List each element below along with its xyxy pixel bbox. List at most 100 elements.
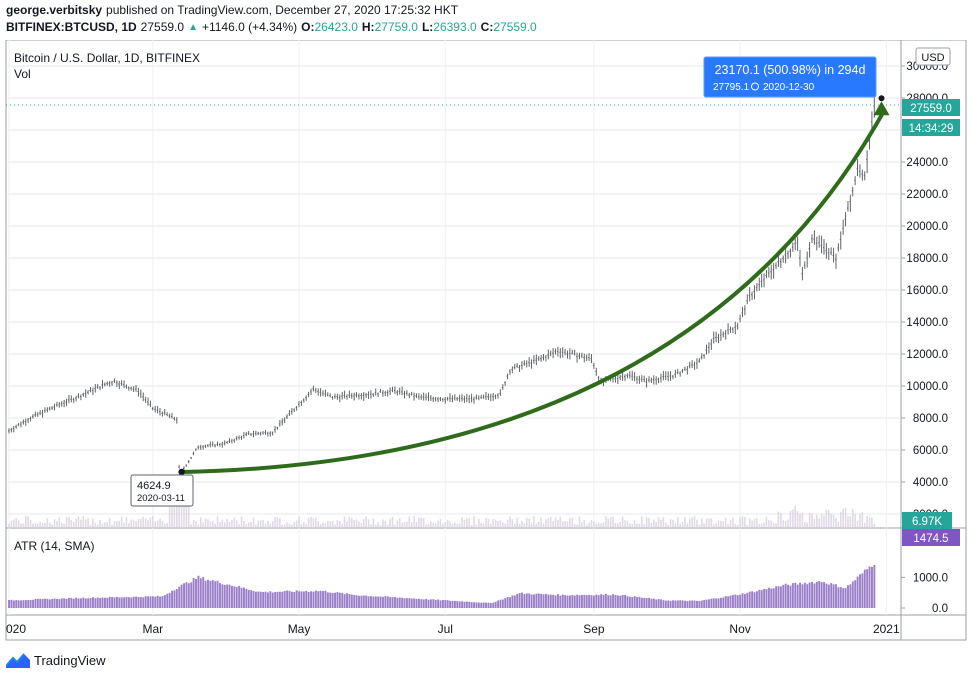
atr-bar [825, 583, 828, 608]
volume-bar [746, 524, 749, 528]
volume-bar [106, 521, 109, 528]
volume-bar [763, 522, 765, 528]
atr-bar [823, 582, 825, 608]
volume-bar [63, 523, 65, 528]
volume-bar [118, 520, 121, 528]
atr-bar [839, 587, 842, 608]
volume-bar [559, 516, 562, 528]
price-chart[interactable]: 30000.028000.026000.024000.022000.020000… [0, 40, 973, 645]
atr-bar [310, 591, 313, 608]
atr-bar [621, 594, 624, 608]
volume-bar [391, 517, 394, 528]
volume-bar [185, 502, 188, 528]
atr-bar [451, 600, 454, 608]
volume-bar [780, 513, 782, 528]
volume-bar [576, 524, 578, 528]
volume-bar [70, 520, 73, 528]
volume-bar [120, 516, 123, 528]
atr-bar [24, 600, 27, 608]
atr-bar [283, 590, 286, 608]
time-axis: 020MarMayJulSepNov2021Mar [6, 622, 900, 636]
volume-bar [815, 514, 818, 528]
author-name[interactable]: george.verbitsky [6, 3, 103, 17]
atr-bar [861, 573, 864, 608]
volume-bar [504, 523, 506, 528]
volume-bar [348, 517, 351, 528]
volume-bar [315, 517, 317, 528]
atr-bar [252, 591, 255, 608]
volume-bar [871, 517, 873, 528]
atr-bar [856, 576, 859, 608]
volume-bar [187, 502, 190, 528]
atr-bar [504, 598, 507, 608]
atr-bar [564, 595, 567, 608]
atr-bar [820, 582, 823, 608]
atr-bar [818, 581, 821, 608]
volume-bar [27, 516, 29, 528]
volume-bar [403, 522, 406, 528]
volume-bar [511, 519, 514, 528]
volume-bar [226, 518, 228, 528]
atr-bar [137, 596, 140, 608]
volume-bar [166, 523, 169, 528]
volume-bar [804, 521, 806, 528]
volume-bar [197, 524, 200, 528]
volume-bar [700, 518, 703, 528]
atr-bar [729, 595, 732, 608]
volume-bar [29, 520, 32, 528]
volume-bar [434, 523, 437, 528]
atr-bar [480, 602, 483, 608]
volume-bar [641, 516, 643, 528]
volume-bar [703, 523, 705, 528]
atr-bar [557, 594, 559, 608]
atr-bar [434, 599, 437, 608]
volume-bar [125, 517, 128, 528]
price-tick-label: 22000.0 [906, 189, 948, 201]
atr-bar [151, 596, 154, 608]
atr-bar [602, 594, 605, 608]
currency-box[interactable] [915, 47, 951, 66]
start-point-label[interactable]: 4624.9 2020-03-11 [130, 474, 194, 507]
volume-bar [199, 517, 202, 528]
atr-bar [712, 598, 715, 608]
tradingview-brand[interactable]: TradingView [6, 652, 106, 668]
atr-bar [573, 595, 576, 608]
atr-bar [789, 585, 792, 608]
clock-icon [751, 82, 759, 91]
volume-bar [159, 518, 161, 528]
open-label: O: [301, 20, 315, 34]
atr-bar [139, 597, 142, 608]
volume-bar [32, 523, 34, 528]
range-measure-box[interactable]: 23170.1 (500.98%) in 294d 27795.1 2020-1… [703, 56, 877, 98]
volume-bar [501, 522, 504, 528]
end-point-marker [878, 95, 885, 102]
price-change: +1146.0 (+4.34%) [201, 20, 298, 34]
volume-bar [506, 519, 509, 528]
volume-bar [84, 519, 87, 528]
atr-bar [319, 590, 322, 608]
atr-bar [777, 586, 780, 608]
volume-bar [75, 518, 77, 528]
atr-bar [808, 582, 811, 608]
volume-bar [667, 524, 669, 528]
range-measure-date: 2020-12-30 [763, 82, 815, 93]
atr-bar [696, 600, 698, 608]
volume-bar [657, 517, 660, 528]
volume-bar [41, 522, 44, 528]
chart-frame [5, 40, 967, 641]
atr-bar [331, 592, 334, 608]
volume-bar [334, 524, 336, 528]
volume-bar [183, 501, 185, 528]
atr-bar [329, 592, 332, 608]
volume-bar [473, 516, 475, 528]
atr-bar [290, 591, 293, 608]
price-tick-label: 10000.0 [906, 381, 948, 393]
atr-bar [595, 594, 598, 608]
volume-bar [485, 517, 487, 528]
volume-bar [46, 518, 49, 528]
volume-bar [720, 520, 722, 528]
atr-bar [214, 581, 217, 608]
atr-histogram [8, 565, 876, 608]
atr-bar [461, 601, 464, 608]
atr-bar [525, 593, 528, 608]
